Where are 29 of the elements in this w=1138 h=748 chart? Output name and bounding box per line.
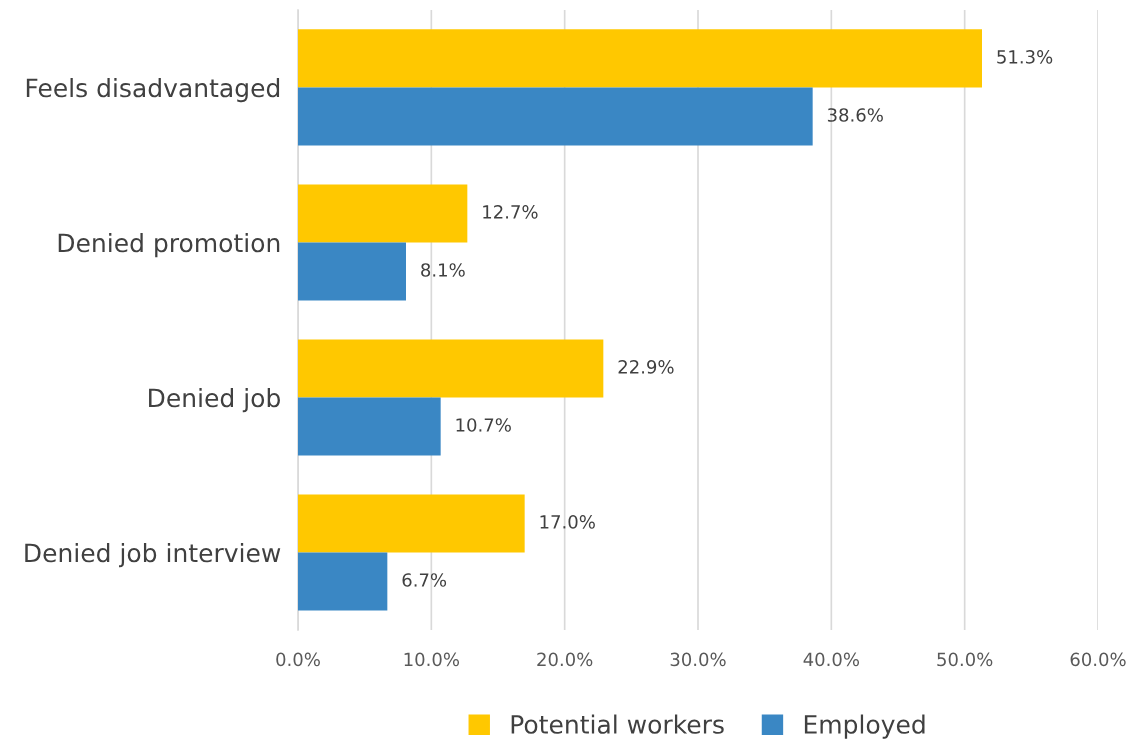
data-label: 51.3% [997, 50, 1053, 64]
bar [298, 242, 406, 301]
legend-label: Potential workers [511, 714, 724, 734]
x-tick-label: 0.0% [276, 652, 320, 667]
legend-label: Employed [804, 714, 925, 739]
x-tick-label: 40.0% [803, 652, 860, 667]
bar [298, 184, 468, 243]
data-label: 6.7% [402, 573, 447, 587]
y-tick-label: Denied job [149, 388, 280, 413]
data-label: 38.6% [827, 108, 883, 122]
data-label: 22.9% [618, 360, 674, 374]
y-tick-label: Feels disadvantaged [26, 78, 280, 103]
bar [298, 397, 441, 456]
x-tick-label: 50.0% [937, 652, 993, 667]
bar [298, 494, 525, 553]
y-tick-label: Denied promotion [58, 233, 280, 258]
data-label: 17.0% [540, 515, 595, 529]
bar [298, 87, 813, 146]
bar [298, 339, 604, 398]
data-label: 10.7% [456, 418, 511, 432]
y-tick-label: Denied job interview [25, 543, 281, 568]
x-tick-label: 30.0% [670, 652, 726, 667]
x-tick-label: 10.0% [404, 652, 460, 667]
x-tick-label: 60.0% [1070, 652, 1126, 667]
data-label: 12.7% [483, 205, 538, 219]
bar [298, 552, 388, 611]
x-tick-label: 20.0% [537, 652, 593, 667]
data-label: 8.1% [421, 263, 465, 277]
bar [298, 29, 982, 88]
